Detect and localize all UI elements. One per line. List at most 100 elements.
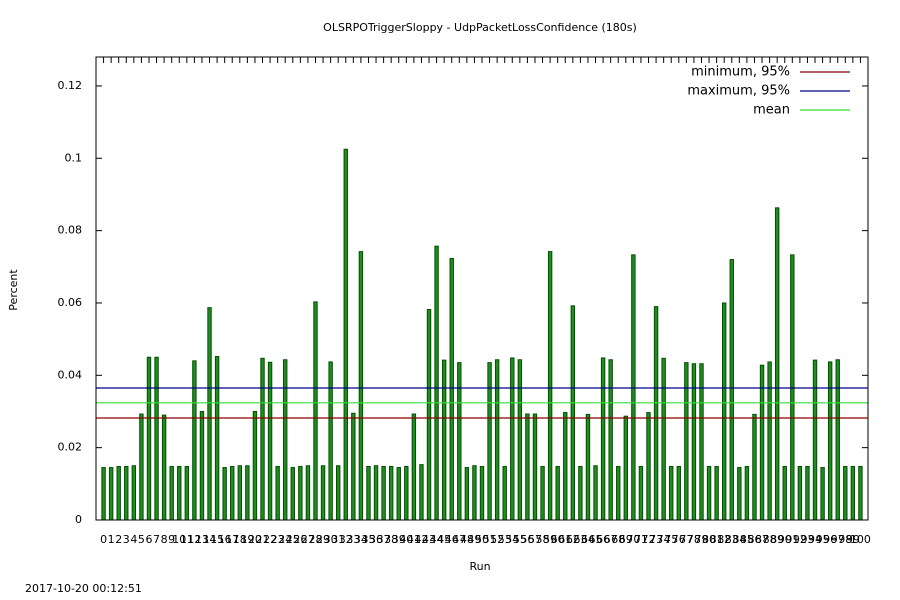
- bar: [669, 465, 674, 521]
- bar: [714, 465, 719, 521]
- x-tick-label: 12: [187, 533, 201, 546]
- bar: [177, 465, 182, 521]
- bar: [290, 467, 295, 521]
- bar: [517, 359, 523, 521]
- bar: [222, 467, 227, 521]
- x-tick-label: 9: [168, 533, 175, 546]
- bar: [366, 465, 371, 521]
- x-tick-label: 74: [657, 533, 671, 546]
- bar: [676, 465, 681, 521]
- x-tick-label: 85: [740, 533, 754, 546]
- x-tick-label: 10: [172, 533, 186, 546]
- x-tick-label: 84: [732, 533, 746, 546]
- x-tick-label: 67: [604, 533, 618, 546]
- x-tick-label: 6: [145, 533, 152, 546]
- bar: [192, 360, 197, 521]
- x-tick-label: 33: [346, 533, 360, 546]
- bar: [131, 465, 137, 521]
- bar: [638, 465, 644, 521]
- legend-label: maximum, 95%: [687, 84, 790, 99]
- x-tick-label: 78: [687, 533, 701, 546]
- bar: [449, 257, 454, 521]
- bar: [767, 361, 772, 521]
- bar: [214, 356, 220, 521]
- bar: [850, 465, 856, 521]
- x-tick-label: 14: [203, 533, 217, 546]
- bar: [230, 465, 235, 521]
- bar: [774, 207, 780, 521]
- bar: [298, 465, 303, 521]
- bar: [616, 465, 621, 521]
- x-tick-label: 66: [596, 533, 610, 546]
- bar: [494, 359, 500, 521]
- x-tick-label: 93: [800, 533, 814, 546]
- x-tick-label: 82: [717, 533, 731, 546]
- x-tick-label: 38: [384, 533, 398, 546]
- x-tick-label: 99: [846, 533, 860, 546]
- bar: [305, 465, 311, 521]
- bar: [343, 148, 348, 521]
- bar: [260, 357, 265, 521]
- bar: [699, 363, 704, 521]
- timestamp: 2017-10-20 00:12:51: [25, 582, 142, 595]
- bar: [752, 413, 757, 521]
- y-tick-label: 0.04: [58, 368, 83, 381]
- x-tick-label: 71: [634, 533, 648, 546]
- x-tick-label: 83: [725, 533, 739, 546]
- bar: [646, 412, 651, 521]
- x-tick-label: 48: [460, 533, 474, 546]
- x-tick-label: 56: [520, 533, 534, 546]
- x-tick-label: 90: [778, 533, 792, 546]
- x-tick-label: 68: [611, 533, 625, 546]
- x-axis-label: Run: [469, 560, 490, 573]
- x-tick-label: 7: [153, 533, 160, 546]
- x-tick-label: 4: [130, 533, 137, 546]
- bar: [563, 412, 568, 521]
- bar: [706, 465, 712, 521]
- legend-label: minimum, 95%: [691, 65, 790, 80]
- bar: [411, 413, 417, 521]
- x-tick-label: 36: [369, 533, 383, 546]
- x-tick-label: 13: [195, 533, 209, 546]
- x-tick-label: 62: [566, 533, 580, 546]
- bar: [570, 305, 576, 521]
- chart-title: OLSRPOTriggerSloppy - UdpPacketLossConfi…: [323, 21, 637, 34]
- x-tick-label: 64: [581, 533, 595, 546]
- bar: [434, 245, 439, 521]
- bar: [245, 465, 250, 521]
- x-tick-label: 39: [392, 533, 406, 546]
- bar: [101, 467, 106, 521]
- x-tick-label: 77: [679, 533, 693, 546]
- bar: [782, 465, 787, 521]
- x-tick-label: 23: [271, 533, 285, 546]
- bar: [729, 259, 734, 521]
- x-tick-label: 1: [108, 533, 115, 546]
- bar: [146, 356, 152, 521]
- y-tick-label: 0.1: [65, 151, 83, 164]
- x-tick-label: 29: [316, 533, 330, 546]
- bar: [623, 415, 629, 521]
- x-tick-label: 27: [301, 533, 315, 546]
- x-tick-label: 43: [422, 533, 436, 546]
- x-tick-label: 47: [452, 533, 466, 546]
- x-tick-label: 46: [445, 533, 459, 546]
- bar: [555, 465, 560, 521]
- x-tick-label: 35: [361, 533, 375, 546]
- x-tick-label: 11: [180, 533, 194, 546]
- x-tick-label: 88: [763, 533, 777, 546]
- x-tick-label: 41: [407, 533, 421, 546]
- bar: [464, 467, 470, 521]
- bar: [388, 465, 394, 521]
- bar: [797, 465, 803, 521]
- bar: [237, 465, 243, 521]
- x-tick-label: 76: [672, 533, 686, 546]
- bar: [404, 465, 409, 521]
- bar: [585, 413, 591, 521]
- bar: [653, 306, 659, 521]
- x-tick-label: 37: [377, 533, 391, 546]
- bar: [335, 465, 341, 521]
- y-tick-label: 0.02: [58, 441, 83, 454]
- x-tick-label: 0: [100, 533, 107, 546]
- x-tick-label: 57: [528, 533, 542, 546]
- x-tick-label: 2: [115, 533, 122, 546]
